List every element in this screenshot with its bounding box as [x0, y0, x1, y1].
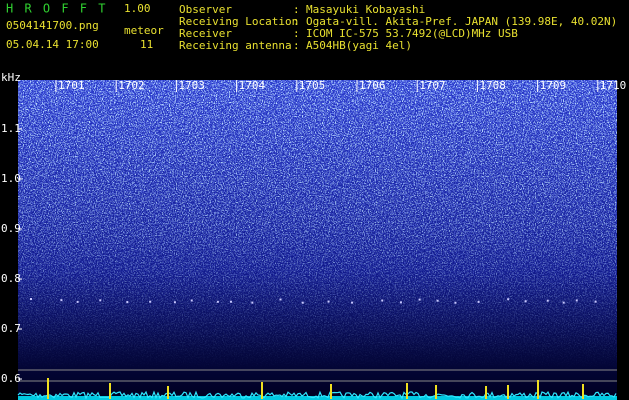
- echo-dot: [418, 298, 421, 301]
- info-value: ICOM IC-575 53.7492(@LCD)MHz USB: [306, 27, 518, 40]
- noise-dots: [18, 80, 617, 370]
- echo-dot: [60, 299, 63, 302]
- info-label: Observer: [179, 3, 232, 16]
- echo-dot: [216, 300, 219, 303]
- freq-label: 0.7: [1, 322, 21, 335]
- echo-dot: [251, 301, 254, 304]
- info-label: Receiving Location: [179, 15, 298, 28]
- echo-dot: [477, 300, 480, 303]
- time-label: 1708: [479, 79, 506, 92]
- time-label: 1706: [359, 79, 386, 92]
- info-separator: :: [293, 39, 300, 52]
- time-label: 1710: [600, 79, 627, 92]
- info-value: Masayuki Kobayashi: [306, 3, 425, 16]
- echo-dot: [76, 300, 79, 303]
- app-version: 1.00: [124, 2, 151, 15]
- time-label: 1707: [419, 79, 446, 92]
- freq-label: 0.9: [1, 222, 21, 235]
- time-label: 1709: [540, 79, 567, 92]
- time-label: 1705: [299, 79, 326, 92]
- meteor-count: 11: [140, 38, 153, 51]
- echo-dot: [149, 300, 152, 303]
- time-label: 1704: [239, 79, 266, 92]
- info-label: Receiving antenna: [179, 39, 292, 52]
- echo-dot: [507, 298, 510, 301]
- echo-dot: [381, 299, 384, 302]
- echo-dot: [546, 299, 549, 302]
- echo-dot: [173, 301, 176, 304]
- time-label: 1702: [118, 79, 145, 92]
- info-block: Observer: Masayuki Kobayashi Receiving Loc…: [179, 3, 617, 52]
- meteor-label: meteor: [124, 24, 164, 37]
- echo-dot: [126, 301, 129, 304]
- echo-dot: [351, 301, 354, 304]
- datetime: 05.04.14 17:00: [6, 38, 99, 51]
- info-separator: :: [293, 15, 300, 28]
- info-separator: :: [293, 3, 300, 16]
- echo-dot: [30, 298, 32, 301]
- freq-label: 1.1: [1, 122, 21, 135]
- freq-label: 1.0: [1, 172, 21, 185]
- info-separator: :: [293, 27, 300, 40]
- info-value: A504HB(yagi 4el): [306, 39, 412, 52]
- time-label: 1701: [58, 79, 85, 92]
- freq-label: 0.6: [1, 372, 21, 385]
- freq-label: 0.8: [1, 272, 21, 285]
- axes: 1.1 1.0 0.9 0.8 0.7 0.6 1701 1702 1703 1704 1705 17…: [1, 79, 626, 400]
- echo-dot: [279, 298, 282, 301]
- echo-dot: [399, 301, 402, 304]
- echo-dot: [190, 299, 193, 302]
- time-label: 1703: [178, 79, 205, 92]
- unit-label: kHz: [1, 71, 21, 84]
- echo-dot: [562, 301, 565, 304]
- echo-dot: [301, 301, 304, 304]
- echo-dot: [594, 300, 597, 303]
- trace: [17, 390, 617, 400]
- echo-dot: [229, 300, 232, 303]
- echo-dot: [327, 300, 330, 303]
- echo-dot: [99, 299, 102, 302]
- app-title: H R O F F T: [6, 2, 107, 16]
- info-value: Ogata-vill. Akita-Pref. JAPAN (139.98E, …: [306, 15, 617, 28]
- echo-dot: [524, 300, 527, 303]
- echo-dot: [454, 301, 457, 304]
- filename: 0504141700.png: [6, 19, 99, 32]
- info-label: Receiver: [179, 27, 232, 40]
- echo-dot: [436, 299, 439, 302]
- echo-dot: [575, 299, 578, 302]
